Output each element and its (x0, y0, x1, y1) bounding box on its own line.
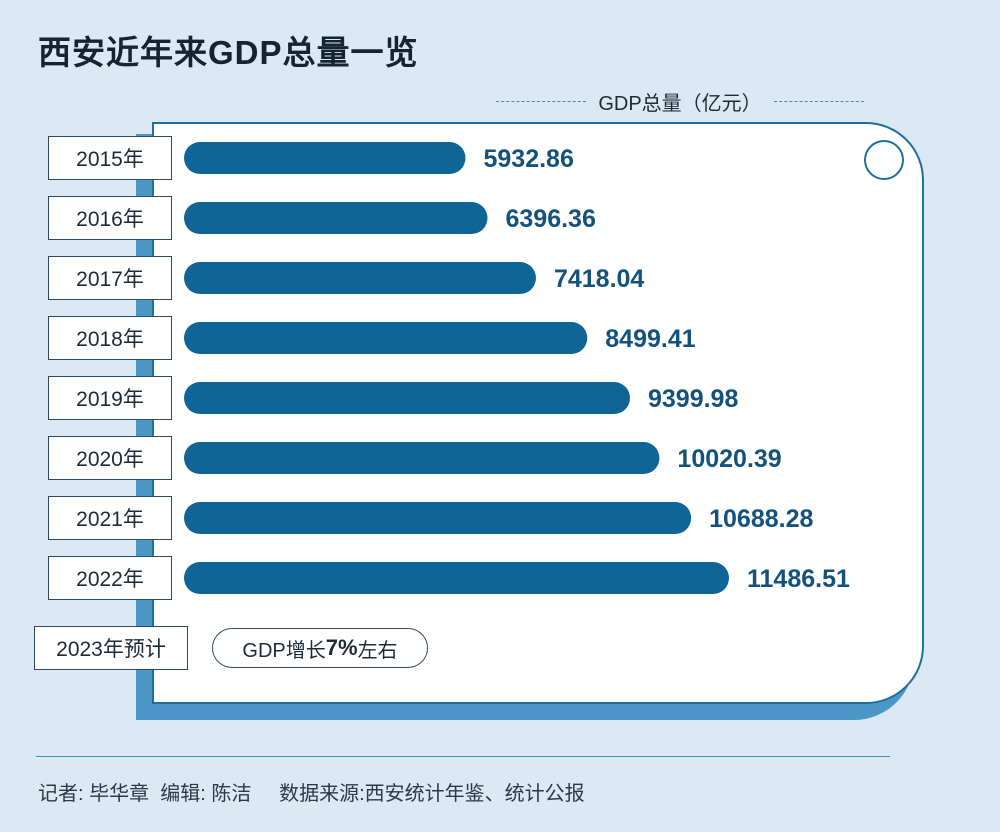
bar-value-label: 7418.04 (554, 265, 644, 293)
footer-divider (36, 756, 890, 757)
forecast-badge: GDP增长 7% 左右 (212, 628, 428, 668)
year-label: 2016年 (48, 196, 172, 240)
bar-value-label: 10688.28 (709, 505, 813, 533)
forecast-year-label: 2023年预计 (34, 626, 188, 670)
bar (184, 382, 631, 414)
dashed-line (496, 100, 587, 102)
bar-value-label: 8499.41 (605, 325, 695, 353)
bar (184, 442, 660, 474)
year-label: 2020年 (48, 436, 172, 480)
bar (184, 262, 536, 294)
unit-label: GDP总量（亿元） (598, 92, 762, 115)
bar-value-label: 6396.36 (505, 205, 595, 233)
page-title: 西安近年来GDP总量一览 (38, 34, 419, 71)
bar (184, 142, 466, 174)
dashed-line (773, 100, 864, 102)
bar-value-label: 9399.98 (648, 385, 738, 413)
bar (184, 502, 692, 534)
forecast-text-suffix: 左右 (357, 639, 398, 662)
ring-decoration-icon (864, 140, 904, 180)
bar (184, 322, 588, 354)
bar (184, 202, 488, 234)
year-label: 2015年 (48, 136, 172, 180)
year-label: 2017年 (48, 256, 172, 300)
forecast-text-prefix: GDP增长 (242, 639, 326, 662)
bar-value-label: 11486.51 (747, 565, 850, 593)
bar (184, 562, 729, 594)
bar-value-label: 10020.39 (677, 445, 781, 473)
year-label: 2018年 (48, 316, 172, 360)
year-label: 2021年 (48, 496, 172, 540)
unit-label-row: GDP总量（亿元） (496, 88, 864, 115)
bar-value-label: 5932.86 (483, 145, 573, 173)
year-label: 2019年 (48, 376, 172, 420)
forecast-growth-value: 7% (325, 635, 358, 660)
footer-credits: 记者: 毕华章 编辑: 陈洁 数据来源:西安统计年鉴、统计公报 (38, 783, 585, 805)
year-label: 2022年 (48, 556, 172, 600)
